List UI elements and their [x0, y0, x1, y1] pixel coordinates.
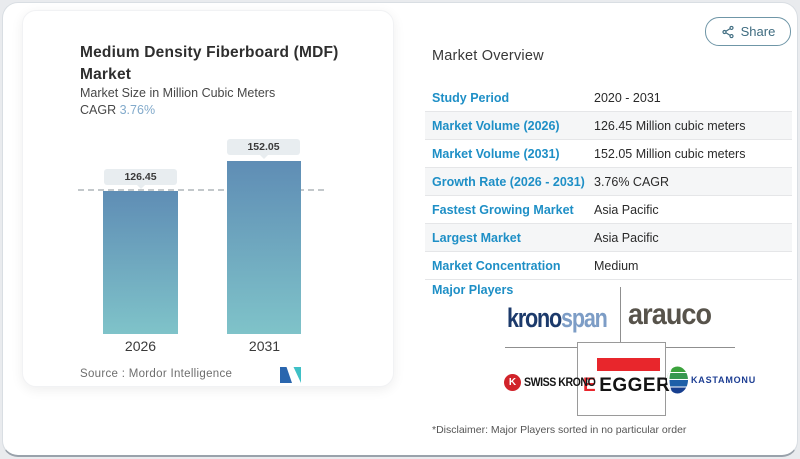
arauco-logo: arauco	[628, 298, 712, 331]
mordor-intelligence-logo-icon	[280, 367, 301, 383]
row-value: 152.05 Million cubic meters	[594, 146, 746, 161]
row-label: Study Period	[432, 90, 510, 105]
row-label: Growth Rate (2026 - 2031)	[432, 174, 585, 189]
share-button[interactable]: Share	[705, 17, 791, 46]
bar-2026	[103, 191, 178, 334]
kastamonu-globe-icon	[667, 366, 688, 394]
table-row: Market Volume (2026) 126.45 Million cubi…	[425, 112, 792, 140]
row-label: Largest Market	[432, 230, 521, 245]
major-players-label: Major Players	[432, 283, 514, 297]
table-row: Largest Market Asia Pacific	[425, 224, 792, 252]
chart-card	[22, 10, 394, 387]
row-label: Fastest Growing Market	[432, 202, 574, 217]
kronospan-logo-text-dark: krono	[507, 303, 562, 333]
row-label: Market Volume (2026)	[432, 118, 560, 133]
row-value: Asia Pacific	[594, 230, 659, 245]
logo-grid-vertical-divider	[620, 287, 621, 343]
swiss-krono-logo-text: SWISS KRONO	[524, 376, 596, 389]
swiss-krono-logo: K SWISS KRONO	[504, 374, 602, 391]
egger-logo: E EGGER	[577, 342, 670, 416]
value-label-2031: 152.05	[227, 139, 300, 155]
table-row: Study Period 2020 - 2031	[425, 84, 792, 112]
kastamonu-logo: KASTAMONU	[666, 365, 756, 395]
row-label: Market Volume (2031)	[432, 146, 560, 161]
swiss-krono-circle-icon: K	[504, 374, 521, 391]
table-row: Market Concentration Medium	[425, 252, 792, 280]
disclaimer-text: *Disclaimer: Major Players sorted in no …	[432, 424, 687, 436]
table-row: Fastest Growing Market Asia Pacific	[425, 196, 792, 224]
table-row: Market Volume (2031) 152.05 Million cubi…	[425, 140, 792, 168]
chart-subtitle: Market Size in Million Cubic Meters	[80, 86, 276, 100]
table-row: Growth Rate (2026 - 2031) 3.76% CAGR	[425, 168, 792, 196]
value-label-2026: 126.45	[104, 169, 177, 185]
bar-2031	[227, 161, 301, 334]
axis-label-2026: 2026	[124, 338, 157, 354]
source-attribution: Source : Mordor Intelligence	[80, 368, 233, 380]
chart-title-line1: Medium Density Fiberboard (MDF)	[80, 44, 339, 61]
cagr-label: CAGR	[80, 103, 117, 117]
cagr-line: CAGR 3.76%	[80, 103, 155, 117]
row-value: Medium	[594, 258, 639, 273]
egger-logo-text: EGGER	[599, 375, 671, 396]
axis-label-2031: 2031	[248, 338, 281, 354]
kastamonu-logo-text: KASTAMONU	[691, 375, 757, 385]
kronospan-logo: kronospan	[507, 303, 608, 334]
row-value: Asia Pacific	[594, 202, 659, 217]
cagr-value: 3.76%	[119, 103, 156, 117]
egger-logo-e: E	[583, 375, 597, 396]
share-icon	[722, 25, 734, 38]
row-value: 126.45 Million cubic meters	[594, 118, 746, 133]
chart-title-line2: Market	[80, 66, 132, 83]
row-value: 2020 - 2031	[594, 90, 661, 105]
kronospan-logo-text-light: span	[561, 303, 608, 333]
market-overview-heading: Market Overview	[432, 48, 544, 64]
row-value: 3.76% CAGR	[594, 174, 670, 189]
reference-dashed-line	[78, 189, 325, 191]
row-label: Market Concentration	[432, 258, 561, 273]
egger-logo-red-bar	[597, 358, 660, 371]
market-overview-table: Study Period 2020 - 2031 Market Volume (…	[425, 84, 792, 280]
share-button-label: Share	[740, 24, 776, 39]
